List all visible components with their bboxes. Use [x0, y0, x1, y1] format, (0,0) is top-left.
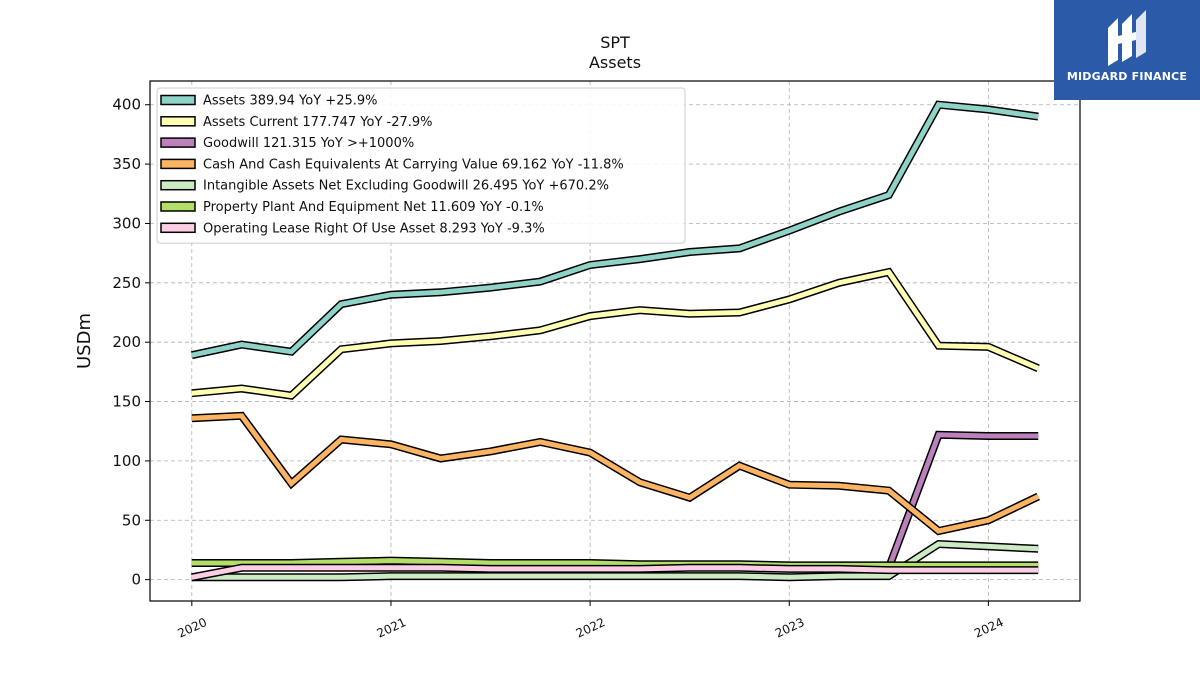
legend-swatch-2	[160, 137, 196, 148]
legend-entry-0: Assets 389.94 YoY +25.9%	[203, 94, 378, 109]
y-tick-label-6: 300	[112, 214, 141, 232]
legend-entry-1: Assets Current 177.747 YoY -27.9%	[203, 115, 433, 130]
series-lines	[190, 100, 1040, 582]
legend-entry-6: Operating Lease Right Of Use Asset 8.293…	[203, 221, 545, 236]
series-2	[885, 430, 1039, 570]
series-outline-1	[191, 267, 1040, 400]
y-axis-label: USDm	[74, 313, 95, 369]
y-tick-label-4: 200	[112, 333, 141, 351]
y-tick-label-7: 350	[112, 155, 141, 173]
series-0	[190, 100, 1039, 360]
x-tick-label-1: 2021	[375, 615, 409, 641]
series-outline-3	[191, 411, 1040, 536]
x-tick-label-3: 2023	[773, 615, 807, 641]
midgard-finance-logo: MIDGARD FINANCE	[1054, 0, 1200, 100]
chart-title: SPT	[600, 33, 630, 52]
legend-entry-2: Goodwill 121.315 YoY >+1000%	[203, 136, 414, 151]
legend-box	[156, 87, 686, 244]
y-axis: 0 50 100 150 200 250 300 350 400	[112, 96, 150, 589]
y-tick-label-8: 400	[112, 96, 141, 114]
series-line-0	[191, 102, 1039, 358]
series-3	[191, 411, 1040, 536]
x-tick-label-4: 2024	[972, 615, 1006, 641]
series-5	[191, 556, 1039, 570]
legend-swatch-0	[160, 94, 196, 106]
series-line-6	[191, 565, 1039, 580]
legend-swatch-1	[160, 116, 196, 127]
chart-subtitle: Assets	[589, 53, 641, 72]
legend-entry-3: Cash And Cash Equivalents At Carrying Va…	[203, 157, 624, 172]
legend: Assets 389.94 YoY +25.9% Assets Current 1…	[156, 87, 686, 244]
legend-swatch-4	[160, 179, 196, 191]
series-line-2	[886, 432, 1039, 569]
series-1	[191, 267, 1040, 400]
y-tick-label-2: 100	[112, 452, 141, 470]
series-line-5	[191, 558, 1039, 568]
x-axis: 2020 2021 2022 2023 2024	[175, 601, 1006, 641]
series-line-3	[191, 413, 1040, 534]
legend-swatch-3	[160, 158, 196, 170]
legend-swatch-5	[160, 201, 196, 212]
midgard-logo-icon	[1108, 10, 1146, 66]
legend-entry-5: Property Plant And Equipment Net 11.609 …	[203, 200, 544, 215]
y-tick-label-3: 150	[112, 393, 141, 411]
logo-text: MIDGARD FINANCE	[1066, 70, 1188, 83]
legend-entry-4: Intangible Assets Net Excluding Goodwill…	[203, 179, 609, 194]
plot-frame	[149, 80, 1081, 602]
y-tick-label-5: 250	[112, 274, 141, 292]
x-tick-label-0: 2020	[175, 615, 209, 641]
x-tick-label-2: 2022	[574, 615, 608, 641]
y-tick-label-0: 0	[131, 571, 141, 589]
series-line-1	[191, 269, 1040, 399]
series-6	[191, 563, 1039, 582]
legend-swatch-6	[160, 222, 196, 234]
y-tick-label-1: 50	[122, 511, 141, 529]
